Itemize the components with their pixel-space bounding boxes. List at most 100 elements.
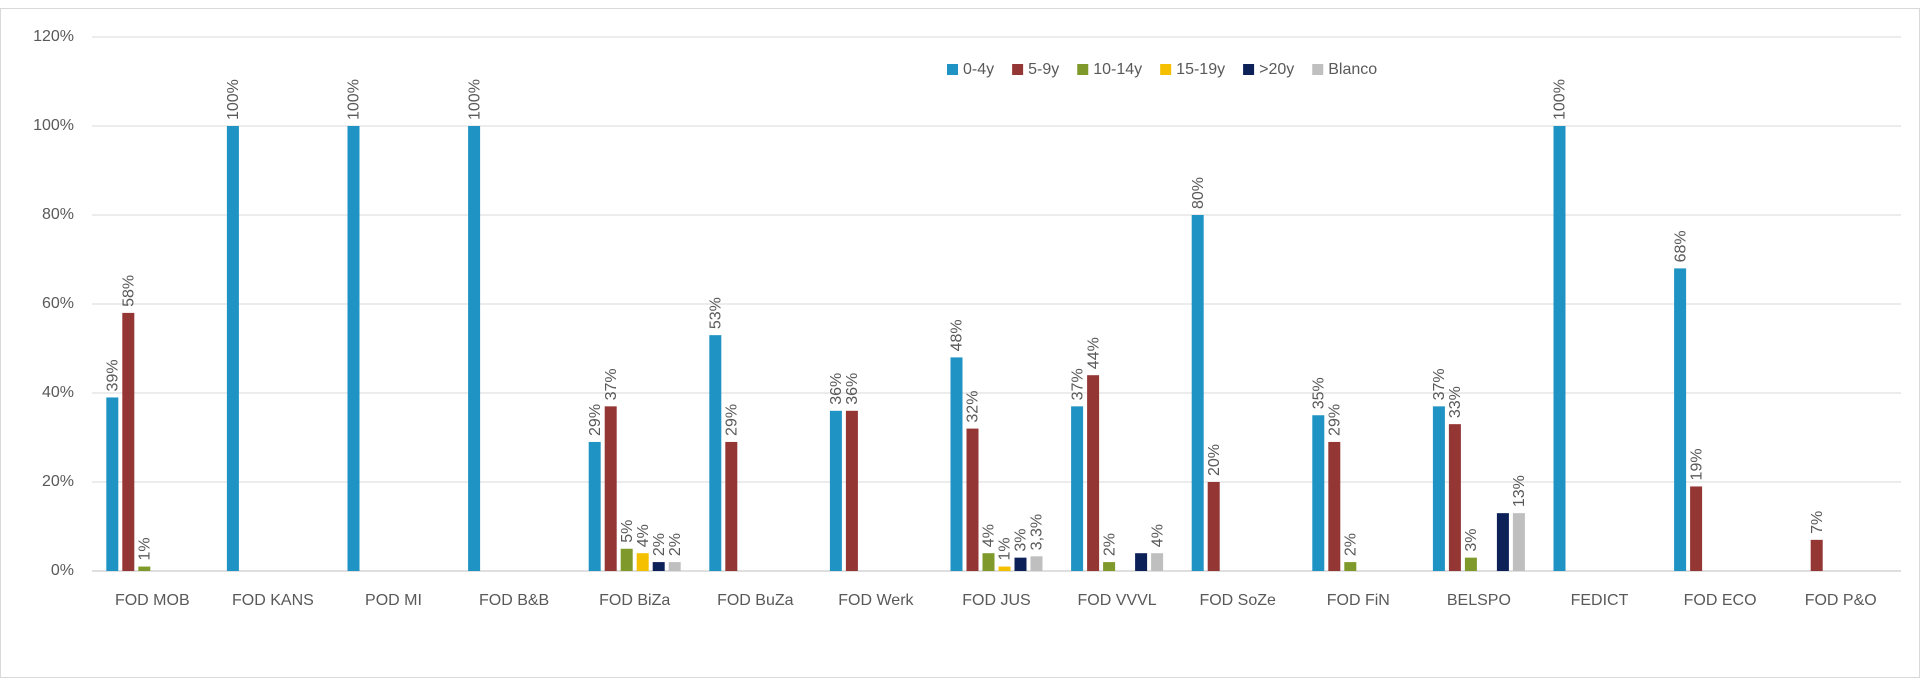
- value-label: 2%: [667, 533, 684, 556]
- bar: [1448, 424, 1461, 571]
- bar: [1014, 557, 1027, 571]
- value-label: 36%: [828, 373, 845, 405]
- bar: [1087, 375, 1100, 571]
- bar: [347, 126, 360, 571]
- bar: [950, 357, 963, 571]
- bar: [138, 566, 151, 571]
- value-label: 1%: [997, 537, 1014, 560]
- x-tick-label: FOD JUS: [962, 592, 1030, 609]
- x-tick-label: FOD MOB: [115, 592, 190, 609]
- value-label: 29%: [724, 404, 741, 436]
- bar: [106, 397, 119, 571]
- value-label: 3,3%: [1029, 514, 1046, 550]
- x-tick-label: BELSPO: [1447, 592, 1511, 609]
- bar: [604, 406, 617, 571]
- value-label: 100%: [225, 79, 242, 120]
- value-label: 37%: [603, 368, 620, 400]
- value-label: 39%: [105, 359, 122, 391]
- x-tick-label: FOD B&B: [479, 592, 549, 609]
- frame: [0, 8, 1920, 678]
- y-tick-label: 120%: [33, 28, 74, 45]
- bar: [1553, 126, 1566, 571]
- legend-swatch: [1312, 64, 1324, 75]
- x-tick-label: FOD Werk: [838, 592, 914, 609]
- bar: [845, 410, 858, 571]
- value-label: 44%: [1085, 337, 1102, 369]
- value-label: 48%: [949, 319, 966, 351]
- y-tick-label: 20%: [42, 473, 74, 490]
- bar: [725, 441, 738, 571]
- value-label: 5%: [619, 520, 636, 543]
- bar: [668, 562, 681, 571]
- value-label: 13%: [1511, 475, 1528, 507]
- legend-label: >20y: [1259, 61, 1294, 78]
- y-tick-label: 40%: [42, 384, 74, 401]
- value-label: 37%: [1431, 368, 1448, 400]
- value-label: 100%: [1552, 79, 1569, 120]
- legend-swatch: [1012, 64, 1024, 75]
- bar: [1312, 415, 1325, 571]
- x-tick-label: FOD ECO: [1684, 592, 1757, 609]
- bar: [468, 126, 481, 571]
- value-label: 68%: [1672, 230, 1689, 262]
- bar: [1071, 406, 1084, 571]
- value-label: 35%: [1311, 377, 1328, 409]
- x-tick-label: FOD VVVL: [1078, 592, 1157, 609]
- bar: [998, 566, 1011, 571]
- bar: [1432, 406, 1445, 571]
- value-label: 3%: [1013, 529, 1030, 552]
- value-label: 100%: [466, 79, 483, 120]
- x-tick-label: POD MI: [365, 592, 422, 609]
- bar: [1344, 562, 1357, 571]
- value-label: 4%: [981, 524, 998, 547]
- y-tick-label: 0%: [51, 562, 74, 579]
- bar: [982, 553, 995, 571]
- bar: [1464, 557, 1477, 571]
- bar: [588, 441, 601, 571]
- value-label: 4%: [635, 524, 652, 547]
- bar: [1328, 441, 1341, 571]
- value-label: 58%: [121, 275, 138, 307]
- value-label: 29%: [587, 404, 604, 436]
- value-label: 2%: [1101, 533, 1118, 556]
- value-label: 37%: [1069, 368, 1086, 400]
- legend-label: 0-4y: [963, 61, 994, 78]
- bar: [1496, 513, 1509, 571]
- value-label: 32%: [965, 391, 982, 423]
- value-label: 29%: [1327, 404, 1344, 436]
- value-label: 3%: [1463, 529, 1480, 552]
- bar: [1030, 556, 1043, 571]
- value-label: 100%: [346, 79, 363, 120]
- bar: [226, 126, 239, 571]
- y-tick-label: 80%: [42, 206, 74, 223]
- legend-label: Blanco: [1328, 61, 1377, 78]
- bar: [652, 562, 665, 571]
- value-label: 33%: [1447, 386, 1464, 418]
- value-label: 36%: [844, 373, 861, 405]
- y-tick-label: 100%: [33, 117, 74, 134]
- bar: [1207, 482, 1220, 571]
- x-tick-label: FOD BiZa: [599, 592, 670, 609]
- value-label: 1%: [137, 537, 154, 560]
- bar: [1103, 562, 1116, 571]
- legend-label: 10-14y: [1093, 61, 1142, 78]
- bar: [829, 410, 842, 571]
- bar: [1674, 268, 1687, 571]
- value-label: 4%: [1149, 524, 1166, 547]
- value-label: 2%: [1343, 533, 1360, 556]
- value-label: 19%: [1688, 448, 1705, 480]
- x-tick-label: FOD BuZa: [717, 592, 794, 609]
- value-label: 80%: [1190, 177, 1207, 209]
- x-tick-label: FEDICT: [1571, 592, 1629, 609]
- bar: [1690, 486, 1703, 571]
- bar: [709, 335, 722, 571]
- bar: [1135, 553, 1148, 571]
- y-tick-label: 60%: [42, 295, 74, 312]
- value-label: 20%: [1206, 444, 1223, 476]
- bar: [1151, 553, 1164, 571]
- x-tick-label: FOD KANS: [232, 592, 314, 609]
- bar: [122, 312, 135, 571]
- legend-label: 15-19y: [1176, 61, 1225, 78]
- legend-label: 5-9y: [1028, 61, 1059, 78]
